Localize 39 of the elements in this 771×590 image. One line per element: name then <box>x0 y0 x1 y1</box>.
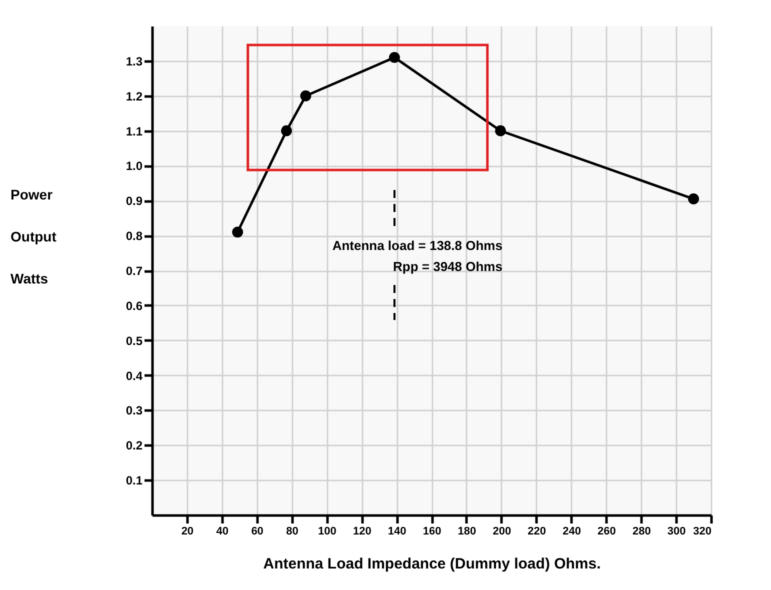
point <box>388 52 400 63</box>
y-tick-label: 0.9 <box>126 194 143 208</box>
y-tick-label: 0.3 <box>126 404 143 418</box>
y-tick-label: 0.7 <box>126 264 143 278</box>
x-tick-label: 100 <box>318 526 336 538</box>
y-tick-label: 0.6 <box>126 298 143 313</box>
point <box>232 226 244 238</box>
x-tick-label: 320 <box>693 526 712 538</box>
x-tick-label: 140 <box>388 526 406 538</box>
x-tick-label: 40 <box>216 526 228 538</box>
text: Power Output Watts <box>10 186 56 287</box>
y-tick-label: 1.2 <box>126 89 143 104</box>
point <box>688 193 700 204</box>
x-tick-label: 240 <box>562 526 581 538</box>
x-tick-label: 200 <box>492 526 512 538</box>
y-tick-label: 0.5 <box>126 334 143 348</box>
x-tick-label: 220 <box>528 526 546 538</box>
y-tick-label: 0.2 <box>126 438 143 453</box>
y-tick-label: 0.1 <box>126 474 143 488</box>
annotation: Antenna load = 138.8 Ohms <box>332 238 502 253</box>
y-tick-label: 1.3 <box>126 54 143 68</box>
x-tick-label: 280 <box>632 526 651 538</box>
x-tick-label: 80 <box>286 526 298 538</box>
y-tick-label: 1.0 <box>126 159 143 174</box>
point <box>495 125 506 136</box>
point <box>281 125 292 136</box>
x-axis-title: Antenna Load Impedance (Dummy load) Ohms. <box>263 556 601 572</box>
x-tick-label: 60 <box>251 526 264 538</box>
x-tick-label: 300 <box>667 526 686 538</box>
x-tick-label: 160 <box>422 526 442 538</box>
y-tick-label: 0.8 <box>126 229 143 244</box>
point <box>300 90 312 102</box>
x-tick-label: 180 <box>458 526 476 538</box>
y-tick-label: 0.4 <box>126 368 143 383</box>
x-tick-label: 120 <box>352 526 372 538</box>
x-tick-label: 20 <box>181 526 194 538</box>
annotation: Rpp = 3948 Ohms <box>392 259 502 274</box>
x-tick-label: 260 <box>598 526 616 538</box>
y-tick-label: 1.1 <box>126 124 143 138</box>
